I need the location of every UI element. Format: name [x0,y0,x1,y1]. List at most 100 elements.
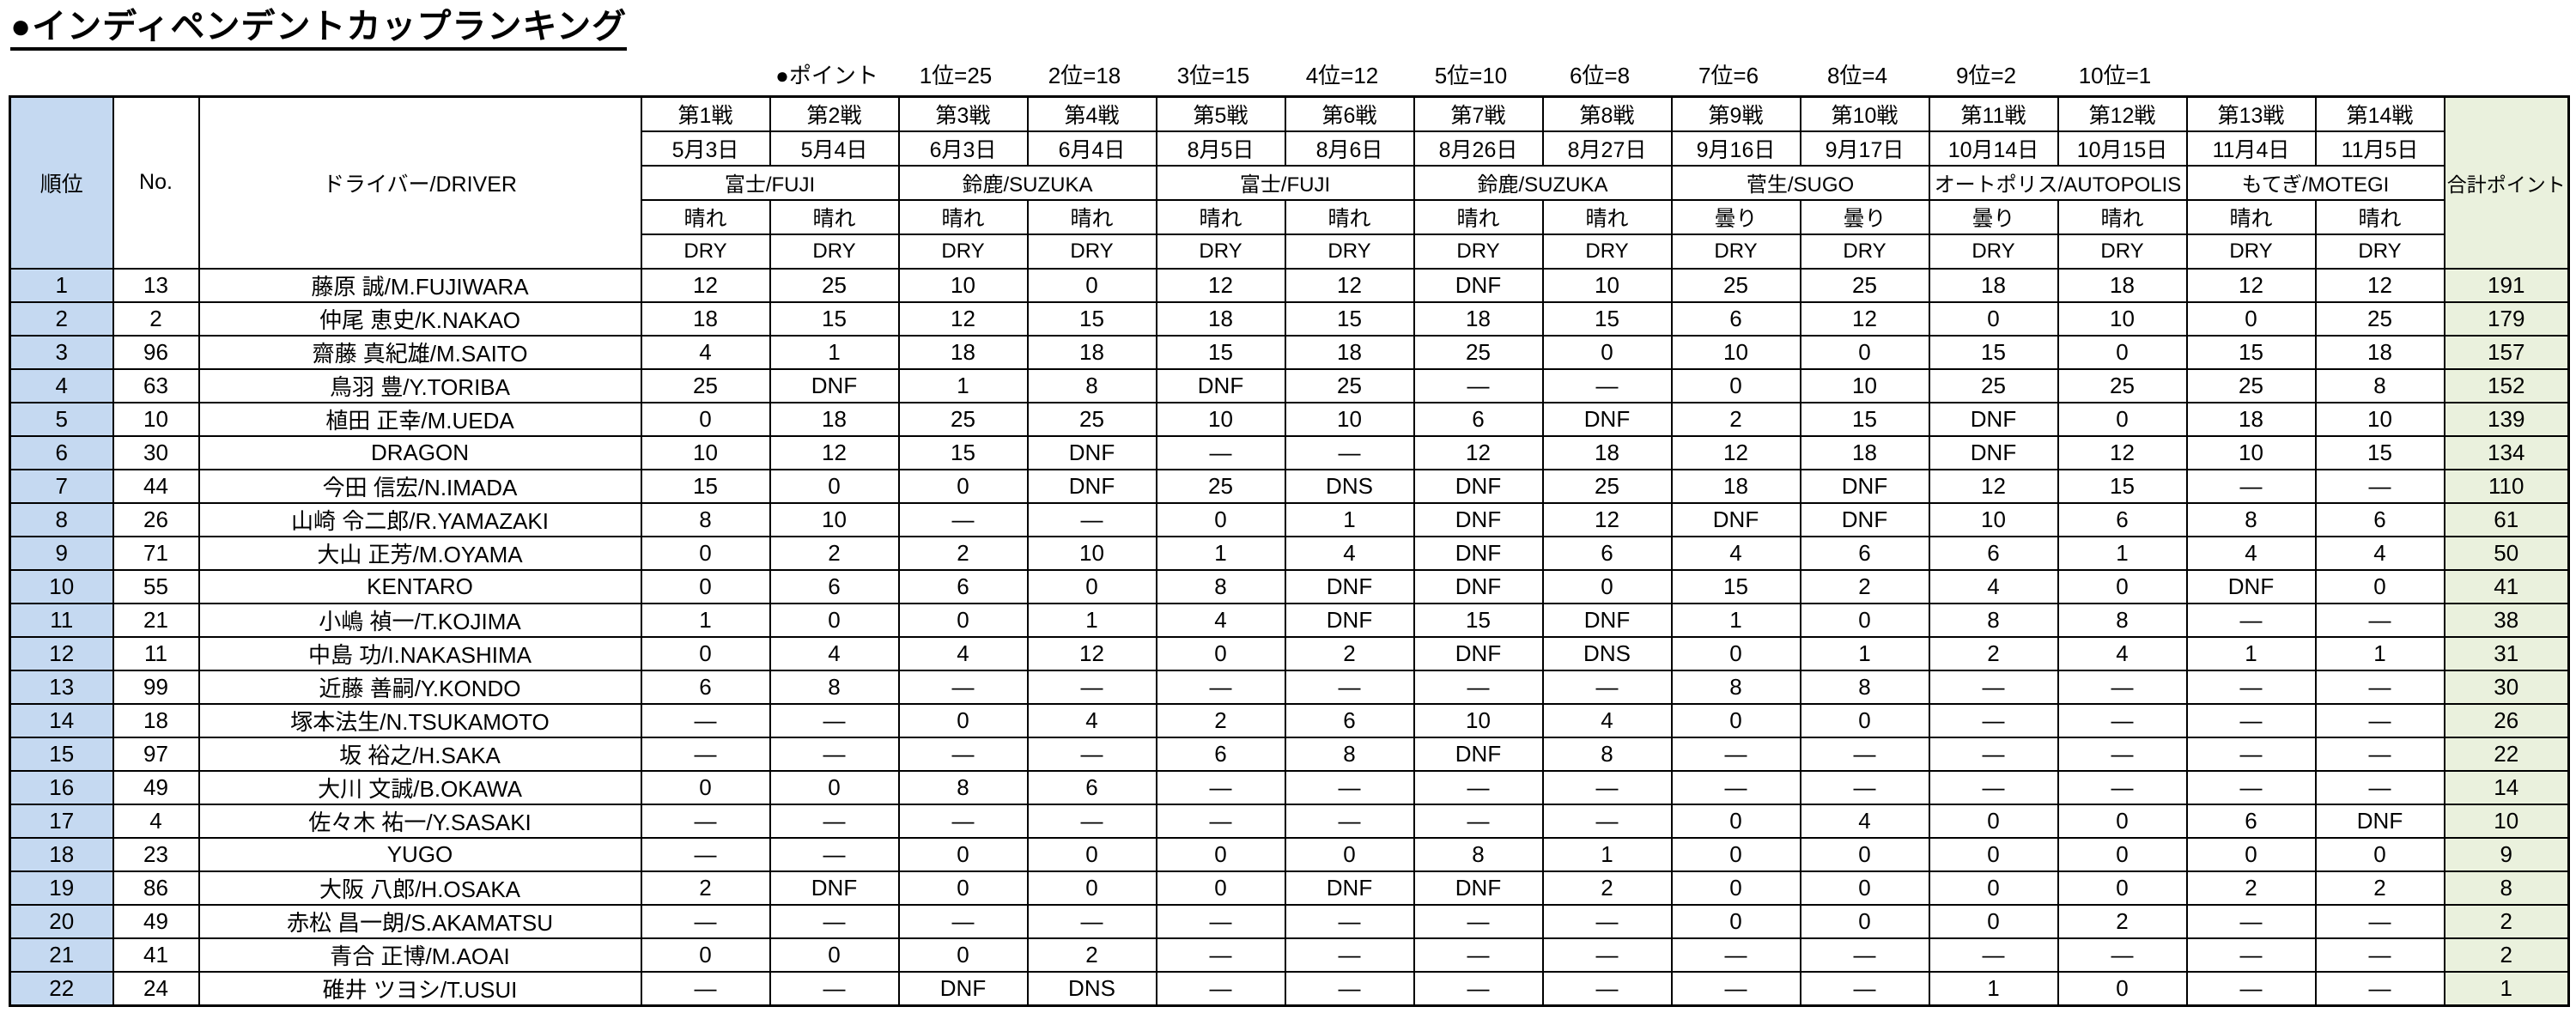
points-cell: 0 [1799,334,1930,370]
points-cell: 4 [1928,568,2059,604]
points-cell: 4 [640,334,771,370]
points-cell: 0 [1799,702,1930,738]
points-cell: DNF [1413,501,1544,537]
total-points-cell: 179 [2443,300,2570,337]
points-cell: 8 [897,769,1029,805]
points-cell: — [1413,937,1544,973]
round-weather-cell: 晴れ [769,198,900,235]
points-cell: DNF [1413,468,1544,504]
points-cell: 0 [1799,602,1930,638]
round-weather-cell: 晴れ [1155,198,1286,235]
round-weather-cell: 晴れ [897,198,1029,235]
points-cell: — [1284,903,1415,939]
points-cell: 0 [1928,870,2059,906]
points-cell: DNF [1541,602,1673,638]
points-cell: 25 [1026,401,1157,437]
points-cell: 0 [1928,903,2059,939]
points-cell: — [2185,970,2317,1006]
points-cell: 25 [2185,367,2317,403]
points-cell: 0 [2185,300,2317,337]
points-cell: 0 [1928,836,2059,872]
points-cell: 1 [2314,635,2445,671]
points-cell: 15 [1799,401,1930,437]
points-cell: 4 [1670,535,1801,571]
total-points-cell: 22 [2443,736,2570,772]
points-cell: 0 [1670,702,1801,738]
points-cell: 1 [769,334,900,370]
table-row: 21 41 青合 正博/M.AOAI 0 0 0 2— — — — — — — — — —2 [9,937,2570,973]
points-cell: 8 [1155,568,1286,604]
points-cell: — [2185,903,2317,939]
table-row: 3 96 齋藤 真紀雄/M.SAITO 4 1 18 18 15 18 25 0 10 0 15 0 15 18… [9,334,2570,370]
driver-cell: 青合 正博/M.AOAI [197,937,642,973]
points-cell: 0 [1670,870,1801,906]
driver-cell: 仲尾 恵史/K.NAKAO [197,300,642,337]
rank-cell: 13 [9,669,114,705]
points-cell: 0 [2057,836,2188,872]
header-rank: 順位 [9,95,114,270]
points-cell: 0 [1799,903,1930,939]
points-cell: 4 [1155,602,1286,638]
points-cell: 0 [2057,870,2188,906]
points-cell: 10 [1284,401,1415,437]
round-date-cell: 8月26日 [1413,130,1544,167]
points-cell: 0 [897,468,1029,504]
driver-cell: 小嶋 禎一/T.KOJIMA [197,602,642,638]
round-date-cell: 5月3日 [640,130,771,167]
points-cell: — [2185,602,2317,638]
table-row: 6 30 DRAGON 10 12 15 DNF — —12 18 12 18 DNF 12 10 15 134 [9,434,2570,470]
table-row: 19 86 大阪 八郎/H.OSAKA 2 DNF 0 0 0 DNF DNF 2 0 0 0 0 2 2 8 [9,870,2570,906]
points-cell: 18 [1670,468,1801,504]
points-cell: 15 [769,300,900,337]
points-cell: — [1413,803,1544,839]
points-cell: 0 [1799,836,1930,872]
points-cell: 4 [2057,635,2188,671]
venue-cell: 鈴鹿/SUZUKA [1413,164,1673,201]
car-number-cell: 49 [112,903,200,939]
points-legend-item: 5位=10 [1434,62,1508,88]
points-cell: 0 [640,401,771,437]
points-cell: DNF [1026,434,1157,470]
driver-cell: 碓井 ツヨシ/T.USUI [197,970,642,1006]
points-cell: 15 [1541,300,1673,337]
round-name-cell: 第11戦 [1928,95,2059,132]
points-cell: — [1026,803,1157,839]
points-cell: 25 [1670,267,1801,303]
points-cell: DNF [1413,870,1544,906]
points-cell: — [1413,669,1544,705]
points-legend-item: 7位=6 [1698,62,1759,88]
car-number-cell: 63 [112,367,200,403]
ranking-table: 順位 No. ドライバー/DRIVER 第1戦 第2戦 第3戦 第4戦 第5戦 第6戦 第7… [9,95,2570,1007]
total-points-cell: 2 [2443,937,2570,973]
points-cell: 0 [2057,803,2188,839]
points-cell: 18 [640,300,771,337]
points-cell: 0 [897,602,1029,638]
round-condition-cell: DRY [2185,233,2317,270]
round-weather-cell: 曇り [1799,198,1930,235]
points-cell: 25 [1799,267,1930,303]
points-cell: 6 [640,669,771,705]
round-date-cell: 9月17日 [1799,130,1930,167]
points-cell: 2 [1928,635,2059,671]
points-cell: — [2314,602,2445,638]
points-cell: — [1541,769,1673,805]
total-points-cell: 152 [2443,367,2570,403]
points-cell: 0 [2057,568,2188,604]
round-date-cell: 6月4日 [1026,130,1157,167]
points-cell: — [1541,937,1673,973]
points-cell: DNF [1413,736,1544,772]
driver-cell: 齋藤 真紀雄/M.SAITO [197,334,642,370]
points-cell: 25 [1413,334,1544,370]
rank-cell: 1 [9,267,114,303]
round-name-cell: 第6戦 [1284,95,1415,132]
points-cell: — [1541,669,1673,705]
points-cell: — [2314,736,2445,772]
total-points-cell: 2 [2443,903,2570,939]
points-legend: ●ポイント 1位=25 2位=18 3位=15 4位=12 5位=10 6位=8 7位=6 8… [762,59,2576,88]
car-number-cell: 86 [112,870,200,906]
total-points-cell: 30 [2443,669,2570,705]
points-cell: 15 [897,434,1029,470]
points-cell: 18 [769,401,900,437]
points-cell: 2 [2057,903,2188,939]
points-cell: — [2314,937,2445,973]
